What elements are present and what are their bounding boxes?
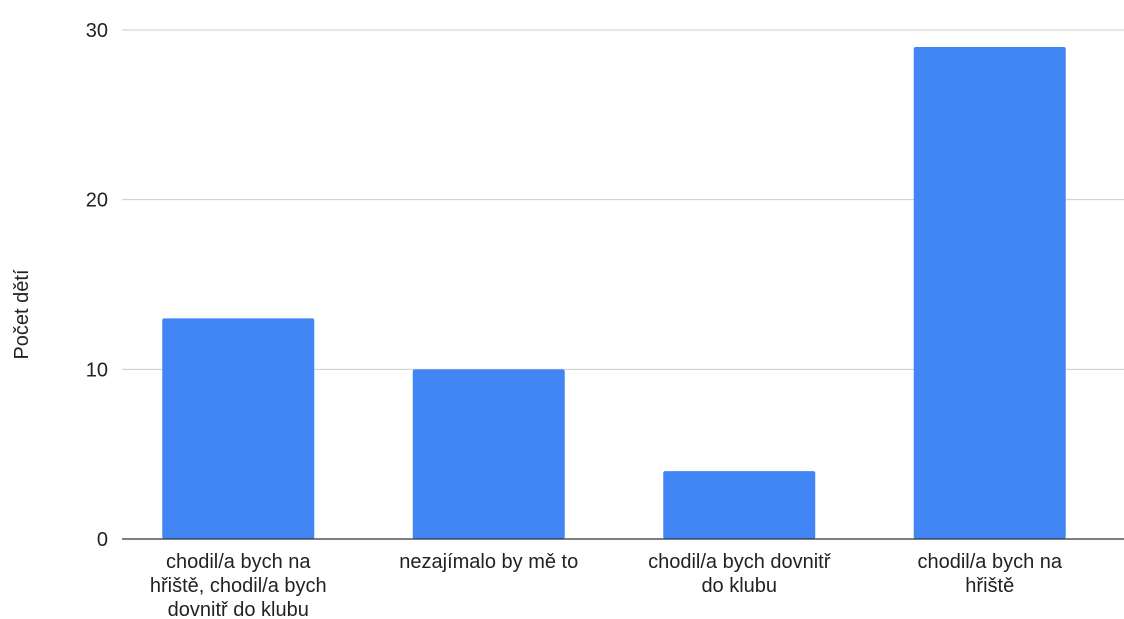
y-tick-label: 0 bbox=[97, 529, 108, 551]
y-tick-label: 20 bbox=[86, 190, 108, 212]
x-category-label: chodil/a bych na hřiště bbox=[917, 551, 1062, 597]
x-category-label: chodil/a bych na hřiště, chodil/a bych dov… bbox=[150, 551, 327, 619]
bar bbox=[162, 318, 315, 539]
y-tick-label: 30 bbox=[86, 20, 108, 42]
x-category-label: chodil/a bych dovnitř do klubu bbox=[648, 551, 832, 597]
x-category-labels: chodil/a bych na hřiště, chodil/a bych dov… bbox=[150, 551, 1063, 619]
y-tick-label: 10 bbox=[86, 359, 108, 381]
y-axis-title: Počet dětí bbox=[11, 269, 33, 360]
bar bbox=[412, 369, 565, 539]
bar bbox=[913, 46, 1066, 539]
bar bbox=[663, 471, 816, 539]
y-tick-labels: 0 10 20 30 bbox=[86, 20, 108, 551]
x-category-label: nezajímalo by mě to bbox=[399, 551, 578, 573]
bars bbox=[162, 46, 1066, 539]
